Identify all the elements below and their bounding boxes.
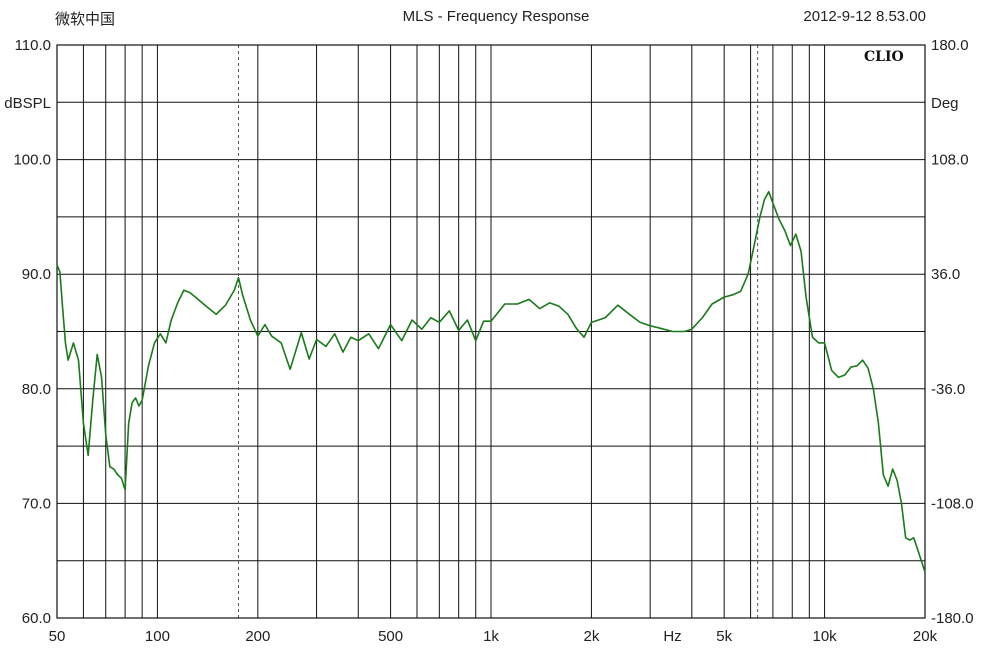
y-tick-label: 60.0 [22,610,51,627]
series-group [56,190,926,573]
y-tick-label: 80.0 [22,381,51,398]
chart-title: MLS - Frequency Response [402,8,590,25]
y2-axis-unit-label: Deg [931,95,959,112]
y-tick-label: 90.0 [22,266,51,283]
y2-tick-label: -36.0 [931,381,965,398]
datetime-label: 2012-9-12 8.53.00 [803,8,926,25]
y2-tick-label: -180.0 [931,610,974,627]
x-tick-label: 5k [716,628,732,645]
clio-brand-label: CLIO [864,49,904,65]
plot-frame [56,44,926,619]
software-label: 微软中国 [55,11,116,28]
y2-tick-label: 108.0 [931,152,969,169]
grid [57,45,925,618]
x-tick-label: 2k [583,628,599,645]
x-tick-label: 50 [49,628,66,645]
y-tick-label: 110.0 [15,37,51,54]
y2-tick-label: 36.0 [931,266,960,283]
axis-labels: CLIO dBSPL Deg 50 100 200 500 1k 2k 5k 10k 20k Hz… [4,37,973,645]
series-line [56,190,926,573]
x-tick-label: 200 [245,628,270,645]
y-tick-label: 70.0 [22,495,51,512]
y-axis-unit-label: dBSPL [4,95,51,112]
y2-tick-label: 180.0 [931,37,969,54]
y-tick-label: 100.0 [13,152,51,169]
x-tick-label: 10k [812,628,837,645]
x-tick-label: 1k [483,628,499,645]
x-axis-unit-label: Hz [663,628,681,645]
x-tick-label: 20k [913,628,938,645]
y2-tick-label: -108.0 [931,495,974,512]
x-tick-label: 100 [145,628,170,645]
x-tick-label: 500 [378,628,403,645]
